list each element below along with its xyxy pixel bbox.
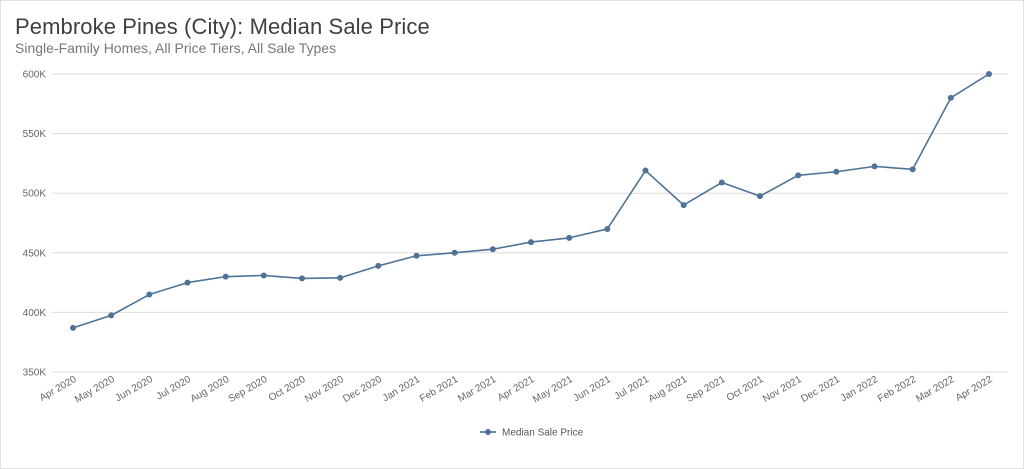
data-point[interactable]: [451, 249, 458, 256]
y-tick-label: 500K: [23, 189, 47, 200]
x-tick-label: Sep 2021: [685, 374, 728, 405]
data-point[interactable]: [70, 324, 76, 331]
data-point[interactable]: [909, 166, 916, 173]
x-tick-label: Dec 2021: [799, 374, 842, 405]
y-tick-label: 400K: [23, 308, 47, 319]
legend-label[interactable]: Median Sale Price: [502, 428, 584, 439]
x-tick-label: Aug 2021: [647, 374, 690, 405]
x-tick-label: Jan 2021: [381, 374, 423, 404]
data-point[interactable]: [604, 225, 611, 232]
x-tick-label: Sep 2020: [227, 374, 270, 405]
data-point[interactable]: [718, 179, 725, 186]
x-tick-label: Mar 2021: [456, 374, 498, 405]
data-point[interactable]: [489, 246, 496, 253]
y-tick-label: 350K: [23, 368, 47, 379]
series-line: [72, 73, 990, 329]
y-tick-label: 450K: [23, 248, 47, 259]
data-point[interactable]: [299, 275, 305, 282]
chart-title: Pembroke Pines (City): Median Sale Price: [15, 14, 430, 39]
x-tick-label: Aug 2020: [189, 374, 232, 405]
x-tick-label: Apr 2022: [954, 374, 995, 404]
x-tick-label: Oct 2021: [725, 374, 766, 404]
x-tick-label: Jun 2021: [572, 374, 614, 404]
data-point[interactable]: [337, 274, 344, 281]
chart-subtitle: Single-Family Homes, All Price Tiers, Al…: [15, 40, 337, 56]
x-tick-label: Jun 2020: [114, 374, 156, 404]
x-tick-label: Mar 2022: [914, 374, 956, 405]
x-tick-label: Jul 2021: [613, 374, 652, 403]
y-tick-label: 550K: [23, 129, 47, 140]
data-point[interactable]: [528, 239, 534, 246]
gridlines: [52, 73, 1008, 373]
data-point[interactable]: [146, 291, 153, 298]
data-point[interactable]: [680, 202, 687, 209]
data-point[interactable]: [757, 193, 763, 200]
x-tick-label: Apr 2021: [496, 374, 537, 404]
x-tick-label: Feb 2022: [876, 374, 918, 405]
data-point[interactable]: [642, 167, 649, 174]
data-point[interactable]: [947, 94, 954, 101]
y-axis: 350K 400K 450K 500K 550K 600K: [23, 70, 47, 379]
data-point[interactable]: [986, 71, 992, 77]
data-point[interactable]: [375, 262, 382, 269]
data-point[interactable]: [833, 168, 840, 175]
data-point[interactable]: [871, 163, 878, 170]
y-tick-label: 600K: [23, 70, 47, 81]
x-tick-label: Dec 2020: [341, 374, 384, 405]
x-tick-label: Jan 2022: [839, 374, 881, 404]
legend[interactable]: Median Sale Price: [480, 428, 584, 439]
data-point[interactable]: [260, 272, 267, 279]
x-tick-label: Oct 2020: [267, 374, 308, 404]
x-tick-label: Feb 2021: [418, 374, 460, 405]
x-tick-label: Nov 2020: [303, 374, 346, 405]
x-tick-label: Jul 2020: [155, 374, 194, 403]
x-tick-label: May 2021: [531, 374, 575, 406]
x-tick-label: Nov 2021: [761, 374, 804, 405]
series-layer: [70, 71, 992, 331]
legend-marker-icon: [485, 429, 491, 435]
x-tick-label: May 2020: [73, 374, 117, 406]
data-point[interactable]: [108, 312, 115, 319]
data-point[interactable]: [795, 172, 802, 179]
data-point[interactable]: [222, 273, 229, 280]
data-point[interactable]: [413, 252, 420, 259]
data-point[interactable]: [184, 279, 191, 286]
data-point[interactable]: [566, 234, 573, 241]
